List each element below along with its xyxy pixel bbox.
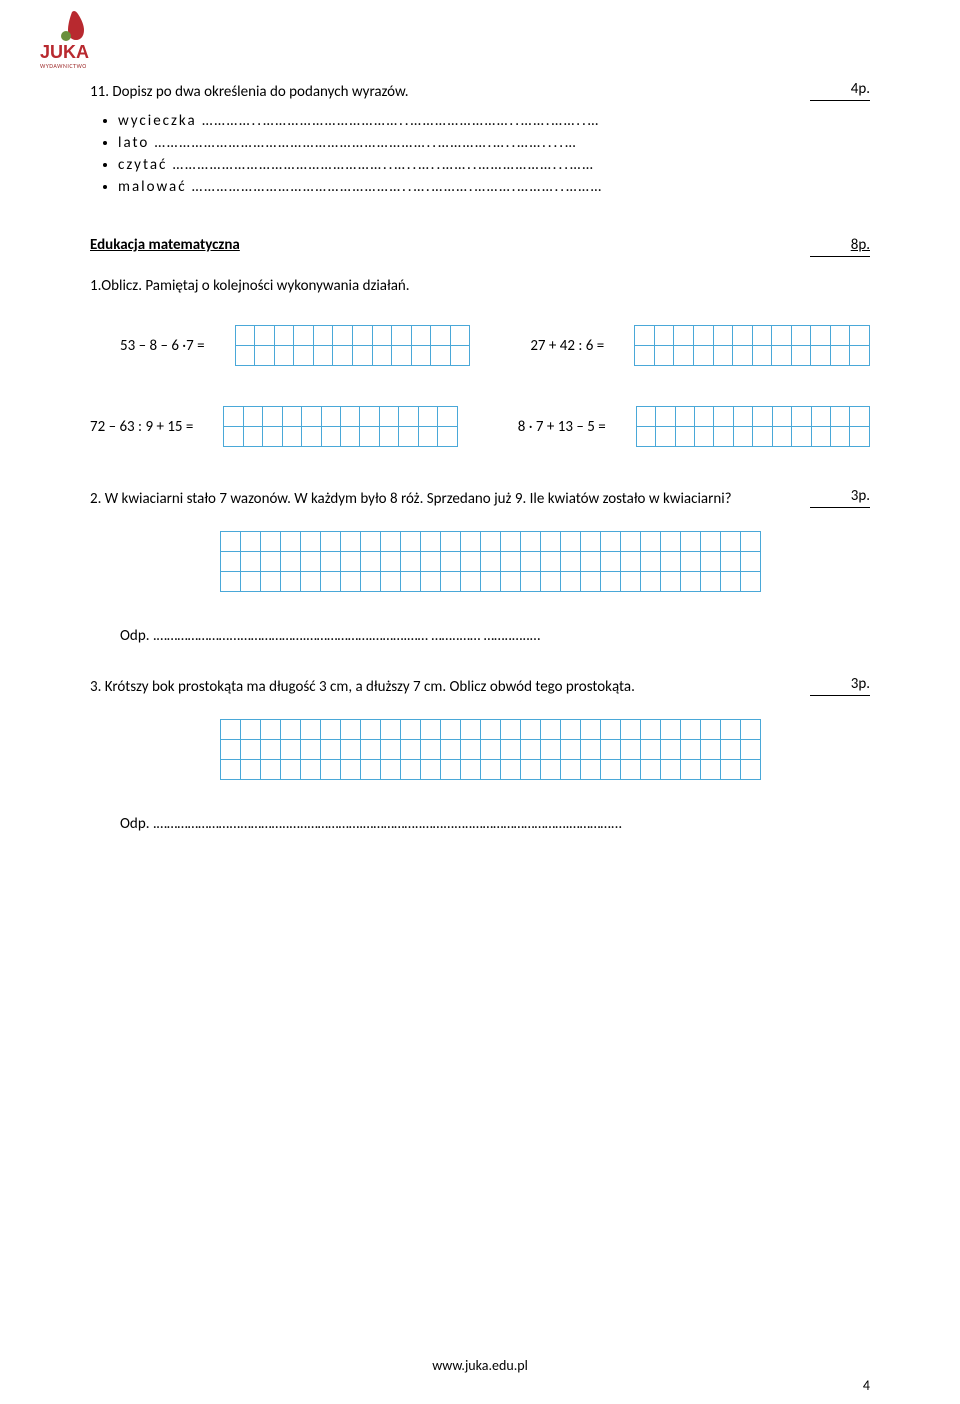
math-section-points: 8p. — [810, 236, 870, 257]
math-row-2: 72 – 63 : 9 + 15 = 8 · 7 + 13 – 5 = — [90, 406, 870, 447]
page-number: 4 — [863, 1377, 870, 1394]
task-2-text: 2. W kwiaciarni stało 7 wazonów. W każdy… — [90, 487, 790, 511]
bullet-item: czytać ……………………………………………..…..…..……..…………… — [118, 156, 870, 174]
answer-grid-1b — [634, 325, 870, 366]
bullet-item: wycieczka …………..……………………………..……………………..…… — [118, 112, 870, 130]
task-3-grid — [220, 719, 761, 780]
expr-2-left: 72 – 63 : 9 + 15 = — [90, 418, 193, 436]
task-11-points: 4p. — [810, 80, 870, 101]
math-instruction: 1.Oblicz. Pamiętaj o kolejności wykonywa… — [90, 277, 870, 295]
task-3-answer: Odp. .…………………...…………..…..…………….……………..……… — [120, 815, 870, 833]
answer-grid-2b — [636, 406, 870, 447]
footer-url: www.juka.edu.pl — [0, 1357, 960, 1374]
task-3-text: 3. Krótszy bok prostokąta ma długość 3 c… — [90, 675, 790, 699]
page: JUKA WYDAWNICTWO 11. Dopisz po dwa okreś… — [0, 0, 960, 1404]
task-2: 2. W kwiaciarni stało 7 wazonów. W każdy… — [90, 487, 870, 511]
expr-2-right: 8 · 7 + 13 – 5 = — [518, 418, 606, 436]
expr-1-left: 53 – 8 – 6 ·7 = — [120, 337, 205, 355]
brand-logo: JUKA WYDAWNICTWO — [38, 8, 96, 70]
svg-text:JUKA: JUKA — [40, 42, 89, 62]
task-11-text: 11. Dopisz po dwa określenia do podanych… — [90, 80, 790, 104]
task-11: 11. Dopisz po dwa określenia do podanych… — [90, 80, 870, 196]
answer-grid-1a — [235, 325, 471, 366]
math-row-1: 53 – 8 – 6 ·7 = 27 + 42 : 6 = — [90, 325, 870, 366]
bullet-item: lato …………………………………………………………..………….…..…….… — [118, 134, 870, 152]
task-2-points: 3p. — [810, 487, 870, 508]
answer-grid-2a — [223, 406, 457, 447]
expr-1-right: 27 + 42 : 6 = — [530, 337, 604, 355]
math-section-title: Edukacja matematyczna — [90, 236, 790, 254]
bullet-item: malować ……………………………………………..….……….……….………… — [118, 178, 870, 196]
task-2-grid — [220, 531, 761, 592]
logo-subtext: WYDAWNICTWO — [40, 62, 96, 70]
math-section-header: Edukacja matematyczna 8p. — [90, 236, 870, 257]
task-3-points: 3p. — [810, 675, 870, 696]
task-11-bullets: wycieczka …………..……………………………..……………………..…… — [118, 112, 870, 196]
task-2-answer: Odp. .…………………...……………….……………….……….…… …….… — [120, 627, 870, 645]
task-3: 3. Krótszy bok prostokąta ma długość 3 c… — [90, 675, 870, 699]
